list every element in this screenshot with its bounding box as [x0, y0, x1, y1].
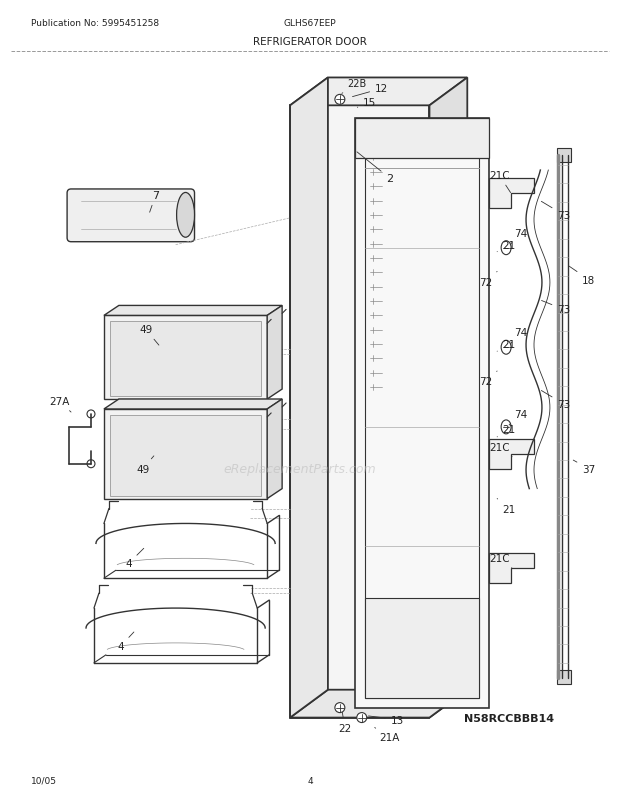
Polygon shape [267, 306, 282, 399]
Text: 18: 18 [569, 267, 595, 286]
Ellipse shape [501, 341, 511, 354]
Text: 10/05: 10/05 [31, 776, 57, 785]
Polygon shape [489, 439, 534, 469]
Text: REFRIGERATOR DOOR: REFRIGERATOR DOOR [253, 37, 367, 47]
Text: 21C: 21C [489, 553, 512, 569]
Polygon shape [267, 399, 282, 499]
Text: 37: 37 [574, 460, 595, 474]
Polygon shape [104, 410, 267, 499]
Text: eReplacementParts.com: eReplacementParts.com [224, 463, 376, 476]
Polygon shape [290, 690, 467, 718]
FancyBboxPatch shape [67, 190, 195, 242]
Text: 7: 7 [149, 191, 159, 213]
Text: 2: 2 [357, 152, 393, 184]
Polygon shape [104, 399, 282, 410]
Polygon shape [489, 553, 534, 583]
Text: 21: 21 [497, 499, 516, 514]
Polygon shape [365, 598, 479, 698]
Ellipse shape [177, 193, 195, 238]
Text: 49: 49 [136, 456, 154, 474]
Text: 21: 21 [497, 424, 516, 437]
Text: 21C: 21C [489, 442, 512, 457]
Text: 4: 4 [307, 776, 313, 785]
Polygon shape [355, 119, 489, 707]
Text: 73: 73 [541, 391, 570, 410]
Text: 4: 4 [118, 632, 134, 651]
Text: 15: 15 [357, 98, 376, 108]
Circle shape [356, 713, 367, 723]
Text: 13: 13 [368, 715, 404, 725]
Bar [557, 149, 571, 163]
Bar [557, 670, 571, 684]
Text: 21: 21 [497, 241, 516, 253]
Polygon shape [290, 106, 430, 718]
Polygon shape [104, 316, 267, 399]
Text: 21A: 21A [374, 727, 400, 743]
Ellipse shape [501, 241, 511, 255]
Text: 72: 72 [480, 272, 497, 287]
Text: 73: 73 [541, 301, 570, 315]
Text: 21C: 21C [489, 171, 511, 193]
Text: 27A: 27A [49, 396, 71, 412]
Text: 49: 49 [139, 325, 159, 346]
Text: 22B: 22B [342, 79, 366, 95]
Polygon shape [110, 322, 261, 396]
Polygon shape [355, 119, 489, 159]
Text: 74: 74 [509, 410, 528, 425]
Text: 74: 74 [511, 229, 528, 245]
Text: N58RCCBBB14: N58RCCBBB14 [464, 713, 554, 723]
Polygon shape [290, 79, 467, 106]
Ellipse shape [501, 420, 511, 435]
Polygon shape [290, 79, 328, 718]
Text: 73: 73 [541, 202, 570, 221]
Polygon shape [104, 306, 282, 316]
Text: 72: 72 [480, 371, 497, 387]
Circle shape [335, 703, 345, 713]
Text: 4: 4 [125, 549, 144, 569]
Text: 22: 22 [339, 712, 352, 732]
Polygon shape [110, 415, 261, 496]
Polygon shape [489, 179, 534, 209]
Polygon shape [430, 79, 467, 718]
Text: Publication No: 5995451258: Publication No: 5995451258 [31, 19, 159, 28]
Text: 12: 12 [353, 84, 388, 98]
Text: 74: 74 [511, 328, 528, 344]
Text: GLHS67EEP: GLHS67EEP [284, 19, 336, 28]
Text: 21: 21 [497, 340, 516, 352]
Circle shape [335, 95, 345, 105]
